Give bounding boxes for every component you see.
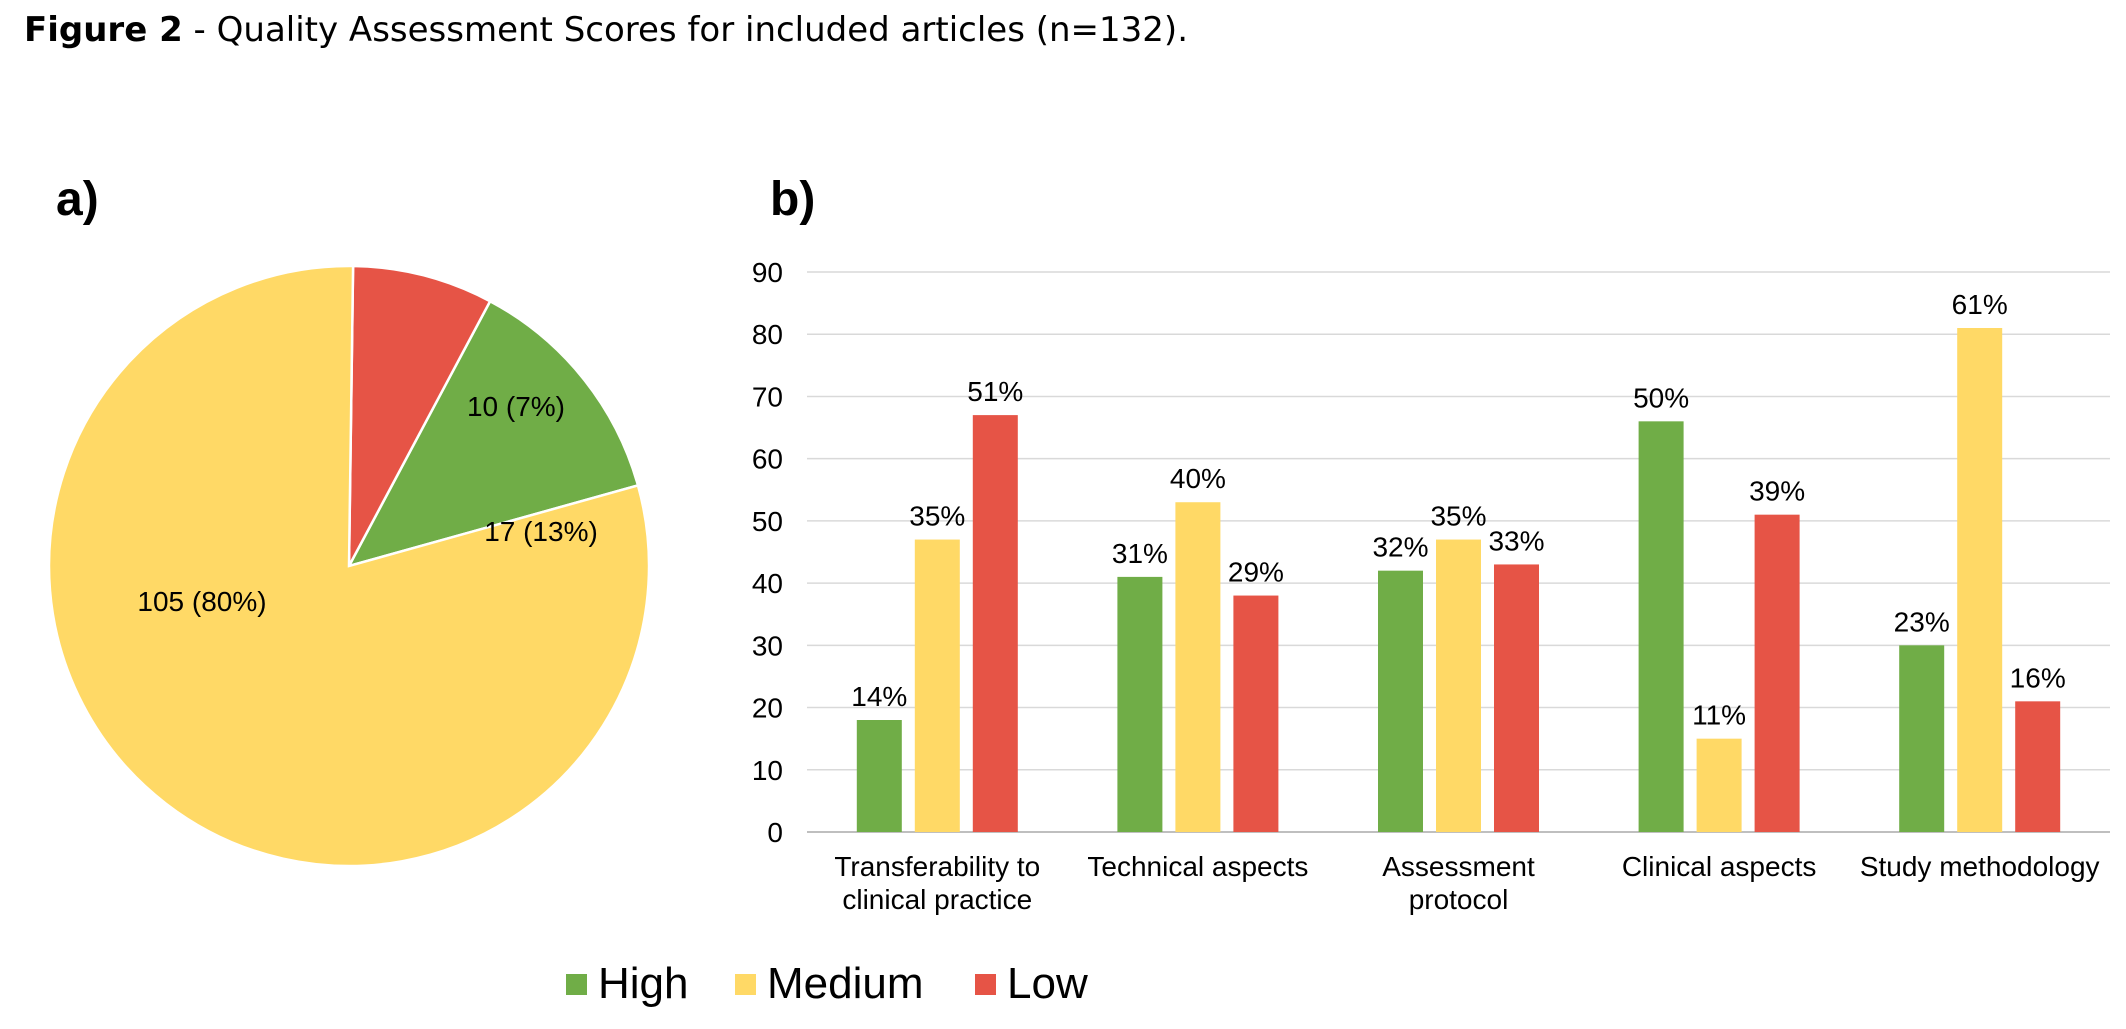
x-tick-label: Study methodology [1860,851,2100,882]
x-tick-label: Transferability to clinical practice [834,851,1040,915]
data-label-low: 39% [1749,476,1805,507]
data-label-low: 16% [2010,662,2066,693]
pie-chart: 17 (13%) 105 (80%) 10 (7%) [47,264,651,868]
y-tick-label: 10 [752,755,783,786]
legend-swatch-high [566,974,587,995]
bar-high [1899,645,1945,832]
panel-b-label: b) [770,173,815,226]
bar-low [972,415,1018,832]
figure-caption-label: Figure 2 [24,10,183,50]
bar-medium [1175,502,1221,832]
legend-swatch-low [975,974,996,995]
bar-chart: 0 10 20 30 40 50 60 70 80 90 14% 35% 51% Transferabil… [752,257,2110,915]
x-tick-label: Assessment protocol [1382,851,1535,915]
y-tick-label: 20 [752,693,783,724]
pie-label-high: 17 (13%) [484,516,598,547]
legend-swatch-medium [735,974,756,995]
bar-medium [1436,539,1481,832]
bar-high [1638,421,1684,832]
pie-label-low: 10 (7%) [467,391,565,422]
y-tick-label: 70 [752,381,783,412]
figure-caption: Figure 2 - Quality Assessment Scores for… [24,10,1188,50]
y-tick-label: 60 [752,444,783,475]
bar-medium [1957,328,2003,832]
y-tick-label: 80 [752,319,783,350]
data-label-high: 50% [1633,382,1689,413]
bar-high [1378,570,1423,832]
y-tick-label: 50 [752,506,783,537]
bar-low [1754,514,1800,832]
data-label-low: 33% [1488,525,1544,556]
data-label-high: 31% [1112,538,1168,569]
y-tick-label: 30 [752,630,783,661]
legend-label-high: High [598,959,689,1008]
bar-medium [914,539,960,832]
data-label-low: 51% [967,376,1023,407]
data-label-high: 23% [1894,606,1950,637]
legend: High Medium Low [566,959,1088,1008]
figure-caption-text: - Quality Assessment Scores for included… [182,10,1189,50]
legend-label-medium: Medium [767,959,924,1008]
data-label-medium: 61% [1952,289,2008,320]
y-tick-label: 0 [767,817,783,848]
pie-slice-medium [47,264,651,868]
y-tick-label: 40 [752,568,783,599]
data-label-medium: 11% [1692,700,1746,731]
x-tick-label: Clinical aspects [1622,851,1817,882]
bar-high [1117,576,1163,832]
pie-label-medium: 105 (80%) [137,586,266,617]
panel-a-label: a) [56,173,99,226]
y-tick-label: 90 [752,257,783,288]
data-label-low: 29% [1228,557,1284,588]
pie-slice-low [347,264,492,567]
data-label-high: 14% [851,681,907,712]
data-label-medium: 35% [909,501,965,532]
bar-medium [1696,738,1742,832]
bar-low [1233,595,1279,832]
data-label-medium: 40% [1170,463,1226,494]
legend-label-low: Low [1007,959,1088,1008]
bar-high [856,720,902,832]
x-tick-label: Technical aspects [1087,851,1308,882]
data-label-medium: 35% [1430,501,1486,532]
pie-slice-high [346,299,640,568]
bar-low [2015,701,2061,832]
data-label-high: 32% [1372,532,1428,563]
bar-low [1494,564,1539,832]
